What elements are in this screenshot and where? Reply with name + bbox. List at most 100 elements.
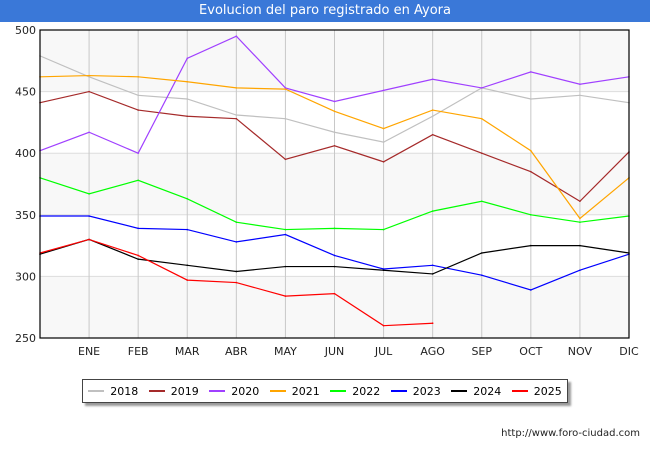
y-tick-label: 250 [15, 332, 36, 345]
data-point-2018 [382, 141, 385, 143]
data-point-2020 [284, 87, 287, 89]
data-point-2019 [530, 170, 532, 173]
data-point-2019 [88, 90, 90, 93]
data-point-2023 [382, 268, 385, 270]
data-point-2024 [431, 273, 434, 275]
x-tick-label: JUN [324, 345, 345, 358]
data-point-2019 [579, 200, 581, 203]
data-point-2020 [333, 100, 336, 103]
legend-label: 2019 [170, 384, 199, 398]
data-point-2023 [333, 254, 336, 257]
legend-swatch [209, 390, 226, 392]
data-point-2018 [235, 114, 238, 116]
y-tick-label: 350 [15, 209, 36, 222]
plot-border [39, 29, 630, 339]
data-point-2025 [284, 295, 287, 297]
legend-swatch [390, 390, 407, 392]
data-point-2022 [137, 179, 139, 182]
legend-label: 2020 [231, 384, 260, 398]
data-point-2019 [137, 109, 139, 111]
x-tick-label: ENE [78, 345, 100, 358]
data-point-2019 [333, 145, 336, 147]
legend-swatch [269, 390, 286, 392]
data-point-2024 [382, 269, 385, 272]
data-point-2021 [88, 74, 90, 77]
data-point-2020 [235, 35, 238, 37]
data-point-2019 [431, 133, 434, 136]
data-point-2025 [333, 292, 336, 295]
data-point-2018 [431, 115, 434, 118]
legend-item-2021: 2021 [269, 384, 320, 398]
legend-label: 2018 [110, 384, 139, 398]
legend-label: 2021 [291, 384, 320, 398]
data-point-2024 [284, 265, 287, 268]
data-point-2019 [480, 152, 483, 154]
data-point-2022 [333, 227, 336, 230]
data-point-2023 [431, 264, 434, 267]
data-point-2022 [530, 214, 532, 216]
data-point-2020 [530, 71, 532, 73]
data-point-2022 [235, 221, 238, 223]
data-point-2021 [333, 110, 336, 113]
data-point-2024 [480, 252, 483, 254]
y-tick-label: 500 [15, 24, 36, 37]
legend-item-2025: 2025 [511, 385, 562, 398]
source-link[interactable]: http://www.foro-ciudad.com [501, 428, 640, 439]
data-point-2025 [235, 281, 238, 284]
data-point-2022 [480, 200, 483, 203]
data-point-2018 [579, 94, 581, 97]
y-tick-label: 450 [15, 86, 36, 99]
data-point-2021 [480, 117, 483, 120]
data-point-2023 [579, 269, 581, 272]
y-tick-label: 400 [15, 147, 36, 160]
data-point-2021 [284, 88, 287, 90]
data-point-2025 [431, 322, 434, 325]
data-point-2023 [530, 289, 532, 291]
data-point-2021 [186, 80, 189, 83]
data-point-2019 [382, 161, 385, 163]
legend: 2018 2019 2020 2021 2022 2023 2024 2025 [82, 379, 568, 403]
data-point-2018 [137, 94, 139, 97]
data-point-2022 [284, 228, 287, 231]
data-point-2020 [431, 78, 434, 81]
data-point-2025 [382, 324, 385, 327]
data-point-2020 [137, 152, 139, 154]
data-point-2021 [530, 149, 532, 152]
data-point-2024 [235, 270, 238, 273]
x-tick-label: NOV [568, 345, 593, 358]
x-tick-label: MAR [175, 345, 200, 358]
x-tick-label: MAY [274, 345, 297, 358]
data-point-2024 [137, 258, 139, 260]
data-point-2021 [235, 87, 238, 89]
data-point-2019 [284, 158, 287, 161]
legend-swatch [88, 390, 105, 392]
legend-swatch [148, 390, 165, 392]
y-tick-label: 300 [15, 270, 36, 283]
legend-item-2020: 2020 [209, 385, 259, 398]
data-point-2020 [186, 57, 189, 60]
data-point-2022 [88, 193, 90, 195]
data-point-2018 [530, 98, 532, 100]
data-point-2019 [186, 115, 189, 118]
data-point-2021 [579, 217, 581, 220]
x-tick-label: FEB [128, 345, 149, 358]
chart-title: Evolucion del paro registrado en Ayora [0, 0, 650, 22]
data-point-2023 [235, 241, 238, 243]
legend-item-2022: 2022 [330, 385, 380, 398]
data-point-2025 [186, 279, 189, 281]
legend-item-2018: 2018 [88, 385, 138, 398]
legend-swatch [451, 390, 468, 392]
data-point-2023 [480, 274, 483, 276]
legend-label: 2022 [352, 384, 381, 398]
data-point-2022 [186, 197, 189, 200]
data-point-2025 [137, 254, 139, 257]
data-point-2024 [186, 264, 189, 267]
data-point-2022 [579, 221, 581, 223]
data-point-2022 [382, 228, 385, 231]
legend-item-2023: 2023 [390, 385, 441, 398]
legend-item-2024: 2024 [451, 385, 501, 398]
data-point-2024 [333, 265, 336, 268]
data-point-2021 [431, 109, 434, 111]
data-point-2018 [333, 131, 336, 134]
